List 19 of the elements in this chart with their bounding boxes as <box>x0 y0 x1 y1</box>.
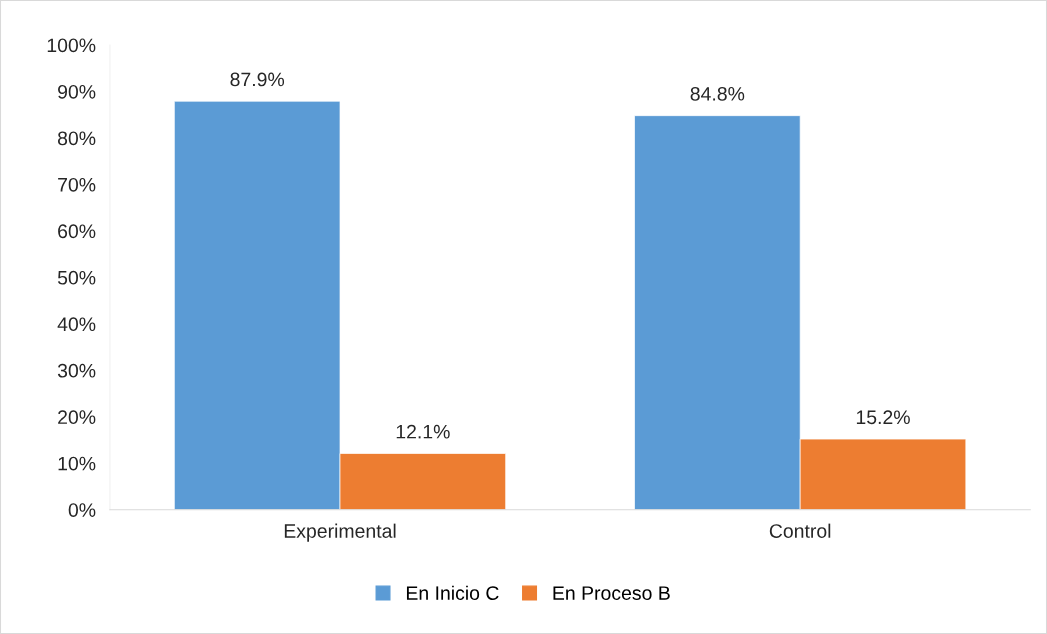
y-tick-label: 100% <box>47 38 96 53</box>
data-label: 15.2% <box>856 410 910 425</box>
y-tick-label: 90% <box>58 84 96 99</box>
y-tick-label: 30% <box>57 363 96 378</box>
y-tick-label: 10% <box>58 456 96 471</box>
y-tick-label: 40% <box>57 317 96 332</box>
y-tick-label: 0% <box>68 503 96 517</box>
legend-label: En Proceso B <box>553 586 670 600</box>
y-tick-label: 20% <box>58 410 96 425</box>
x-tick-label: Experimental <box>284 523 396 542</box>
x-tick-label: Control <box>769 523 831 538</box>
y-tick-label: 50% <box>57 270 96 285</box>
y-tick-label: 80% <box>57 131 96 146</box>
y-tick-label: 70% <box>58 177 96 192</box>
data-label: 87.9% <box>230 72 285 87</box>
data-label: 84.8% <box>690 86 745 101</box>
y-tick-label: 60% <box>58 224 96 239</box>
legend-label: En Inicio C <box>406 585 499 600</box>
data-label: 12.1% <box>396 424 450 439</box>
